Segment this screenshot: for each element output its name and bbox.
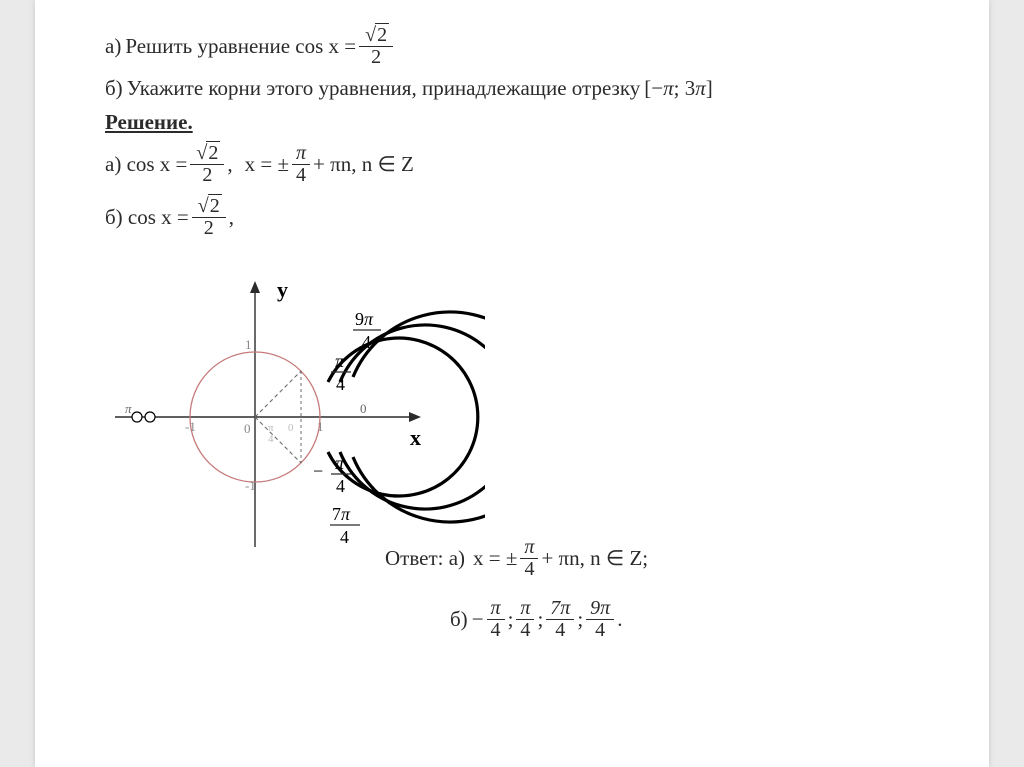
svg-text:−: −	[313, 461, 323, 481]
svg-text:4: 4	[340, 527, 349, 547]
problem-b-interval: [−π; 3π]	[644, 74, 713, 102]
svg-text:0: 0	[360, 401, 367, 416]
problem-b-text: Укажите корни этого уравнения, принадлеж…	[127, 74, 641, 102]
svg-text:1: 1	[245, 337, 252, 352]
svg-text:9π: 9π	[355, 309, 374, 329]
document-page: а) Решить уравнение cos x = 2 2 б) Укажи…	[35, 0, 989, 767]
solution-b: б) cos x = 2 2 ,	[105, 196, 989, 239]
solution-b-frac: 2 2	[192, 196, 226, 239]
svg-text:4: 4	[336, 374, 345, 394]
problem-a-fraction: 2 2	[359, 25, 393, 68]
solution-a: а) cos x = 2 2 , x = ± π 4 + πn, n ∈ Z	[105, 143, 989, 186]
answer-a-frac: π 4	[520, 537, 538, 580]
answer-root-4: 9π 4	[586, 598, 614, 641]
problem-a: а) Решить уравнение cos x = 2 2	[105, 25, 989, 68]
svg-text:π: π	[335, 351, 345, 371]
answer-b: б) − π 4 ; π 4 ; 7π 4 ; 9π 4 .	[450, 598, 989, 641]
right-margin	[989, 0, 1024, 767]
svg-text:-1: -1	[185, 419, 196, 434]
x-axis-label: x	[410, 425, 421, 450]
answer-root-2: π 4	[516, 598, 534, 641]
solution-a-pi4: π 4	[292, 143, 310, 186]
y-axis-label: y	[277, 277, 288, 302]
problem-a-label: а)	[105, 32, 121, 60]
answer-root-1: π 4	[487, 598, 505, 641]
solution-heading: Решение.	[105, 108, 989, 136]
svg-text:-1: -1	[245, 478, 256, 493]
problem-b-label: б)	[105, 74, 123, 102]
answer-root-3: 7π 4	[546, 598, 574, 641]
label-9pi4: 9π 4	[353, 309, 381, 352]
svg-text:1: 1	[317, 419, 324, 434]
svg-text:0: 0	[288, 422, 294, 434]
label-7pi4: 7π 4	[330, 504, 360, 547]
svg-text:0: 0	[244, 421, 251, 436]
svg-text:7π: 7π	[332, 504, 351, 524]
left-margin	[0, 0, 35, 767]
problem-b: б) Укажите корни этого уравнения, принад…	[105, 74, 989, 102]
svg-text:4: 4	[336, 476, 345, 496]
svg-text:π: π	[125, 401, 132, 416]
solution-a-frac: 2 2	[190, 143, 224, 186]
problem-a-text: Решить уравнение cos x =	[125, 32, 356, 60]
svg-text:4: 4	[268, 433, 274, 445]
svg-text:4: 4	[362, 332, 371, 352]
diagram-svg: y x 1 -1 -1 1 0 π 0	[85, 247, 485, 587]
svg-text:π: π	[335, 453, 345, 473]
